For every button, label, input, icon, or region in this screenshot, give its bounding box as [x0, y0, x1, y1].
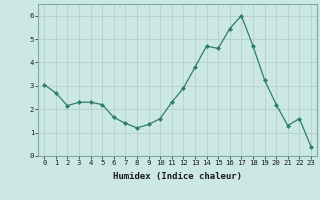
X-axis label: Humidex (Indice chaleur): Humidex (Indice chaleur) [113, 172, 242, 181]
